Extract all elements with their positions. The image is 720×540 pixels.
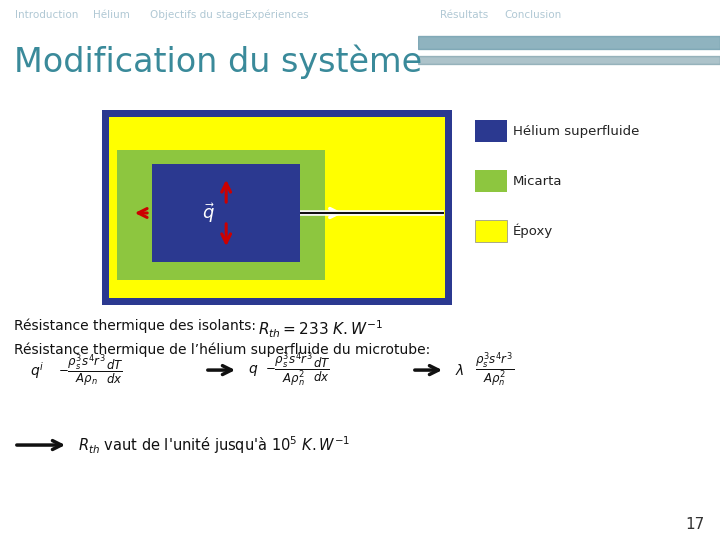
Text: Introduction: Introduction <box>15 10 78 20</box>
Text: Modification du système: Modification du système <box>14 44 422 79</box>
Text: $-\dfrac{\rho_s^3 s^4 r^3}{A\rho_n^2}\dfrac{dT}{dx}$: $-\dfrac{\rho_s^3 s^4 r^3}{A\rho_n^2}\df… <box>265 351 330 389</box>
Bar <box>475 220 507 242</box>
Text: Hélium superfluide: Hélium superfluide <box>513 125 639 138</box>
Bar <box>152 164 300 262</box>
Bar <box>418 56 720 64</box>
Text: Résistance thermique des isolants:: Résistance thermique des isolants: <box>14 318 256 333</box>
Bar <box>475 120 507 142</box>
Text: Époxy: Époxy <box>513 224 553 238</box>
Text: Micarta: Micarta <box>513 174 562 188</box>
Text: Objectifs du stage: Objectifs du stage <box>150 10 246 20</box>
Text: $\vec{q}$: $\vec{q}$ <box>202 201 215 225</box>
Text: $\lambda$: $\lambda$ <box>455 362 464 377</box>
Text: Hélium: Hélium <box>93 10 130 20</box>
Text: Résultats: Résultats <box>440 10 489 20</box>
Text: $q^i$: $q^i$ <box>30 360 44 381</box>
Text: Expériences: Expériences <box>246 10 309 21</box>
Text: Résistance thermique de l’hélium superfluide du microtube:: Résistance thermique de l’hélium superfl… <box>14 342 431 356</box>
Bar <box>117 150 325 280</box>
Bar <box>418 36 720 49</box>
Bar <box>109 117 445 298</box>
Text: 17: 17 <box>685 517 705 532</box>
Text: $R_{th}$ vaut de l'unité jusqu'à $10^5\ K.W^{-1}$: $R_{th}$ vaut de l'unité jusqu'à $10^5\ … <box>78 434 351 456</box>
Text: $-\dfrac{\rho_s^3 s^4 r^3}{A\rho_n}\dfrac{dT}{dx}$: $-\dfrac{\rho_s^3 s^4 r^3}{A\rho_n}\dfra… <box>58 352 124 388</box>
Bar <box>475 170 507 192</box>
Text: Conclusion: Conclusion <box>504 10 562 20</box>
Bar <box>102 110 452 305</box>
Text: $q$: $q$ <box>248 362 258 377</box>
Text: Difficultés rencontrées: Difficultés rencontrées <box>318 10 453 20</box>
Text: $R_{th} = 233\ K.W^{-1}$: $R_{th} = 233\ K.W^{-1}$ <box>258 318 384 340</box>
Text: $\dfrac{\rho_s^3 s^4 r^3}{A\rho_n^2}$: $\dfrac{\rho_s^3 s^4 r^3}{A\rho_n^2}$ <box>475 351 514 389</box>
